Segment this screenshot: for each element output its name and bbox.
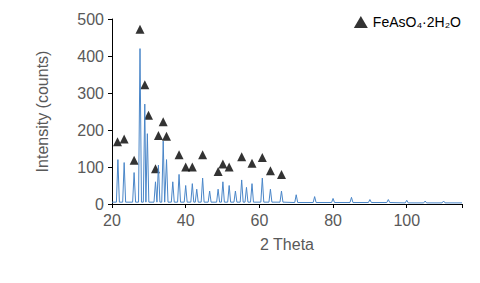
svg-text:Intensity (counts): Intensity (counts) (34, 51, 51, 173)
svg-text:FeAsO₄·2H₂O: FeAsO₄·2H₂O (373, 14, 461, 30)
svg-text:100: 100 (393, 212, 420, 229)
svg-text:20: 20 (103, 212, 121, 229)
svg-text:500: 500 (77, 11, 104, 28)
svg-text:80: 80 (324, 212, 342, 229)
svg-text:300: 300 (77, 85, 104, 102)
svg-text:60: 60 (250, 212, 268, 229)
svg-text:40: 40 (177, 212, 195, 229)
svg-text:200: 200 (77, 122, 104, 139)
svg-text:400: 400 (77, 48, 104, 65)
svg-text:2 Theta: 2 Theta (260, 236, 314, 253)
svg-text:100: 100 (77, 159, 104, 176)
svg-text:0: 0 (95, 196, 104, 213)
